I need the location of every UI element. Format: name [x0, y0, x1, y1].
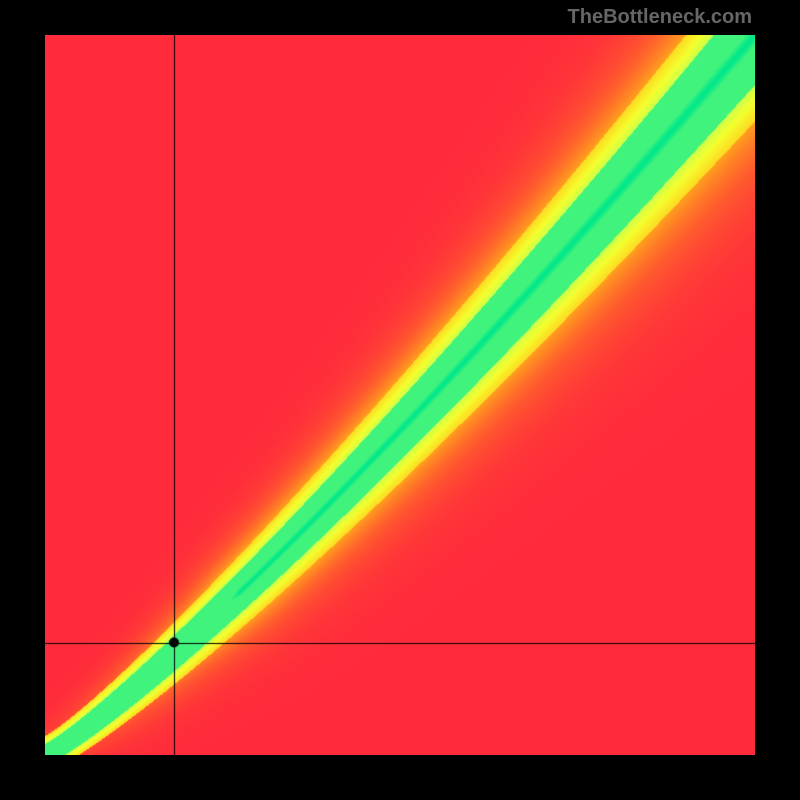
chart-container: TheBottleneck.com [0, 0, 800, 800]
heatmap-canvas [45, 35, 755, 755]
plot-area [45, 35, 755, 755]
watermark-text: TheBottleneck.com [568, 6, 752, 29]
